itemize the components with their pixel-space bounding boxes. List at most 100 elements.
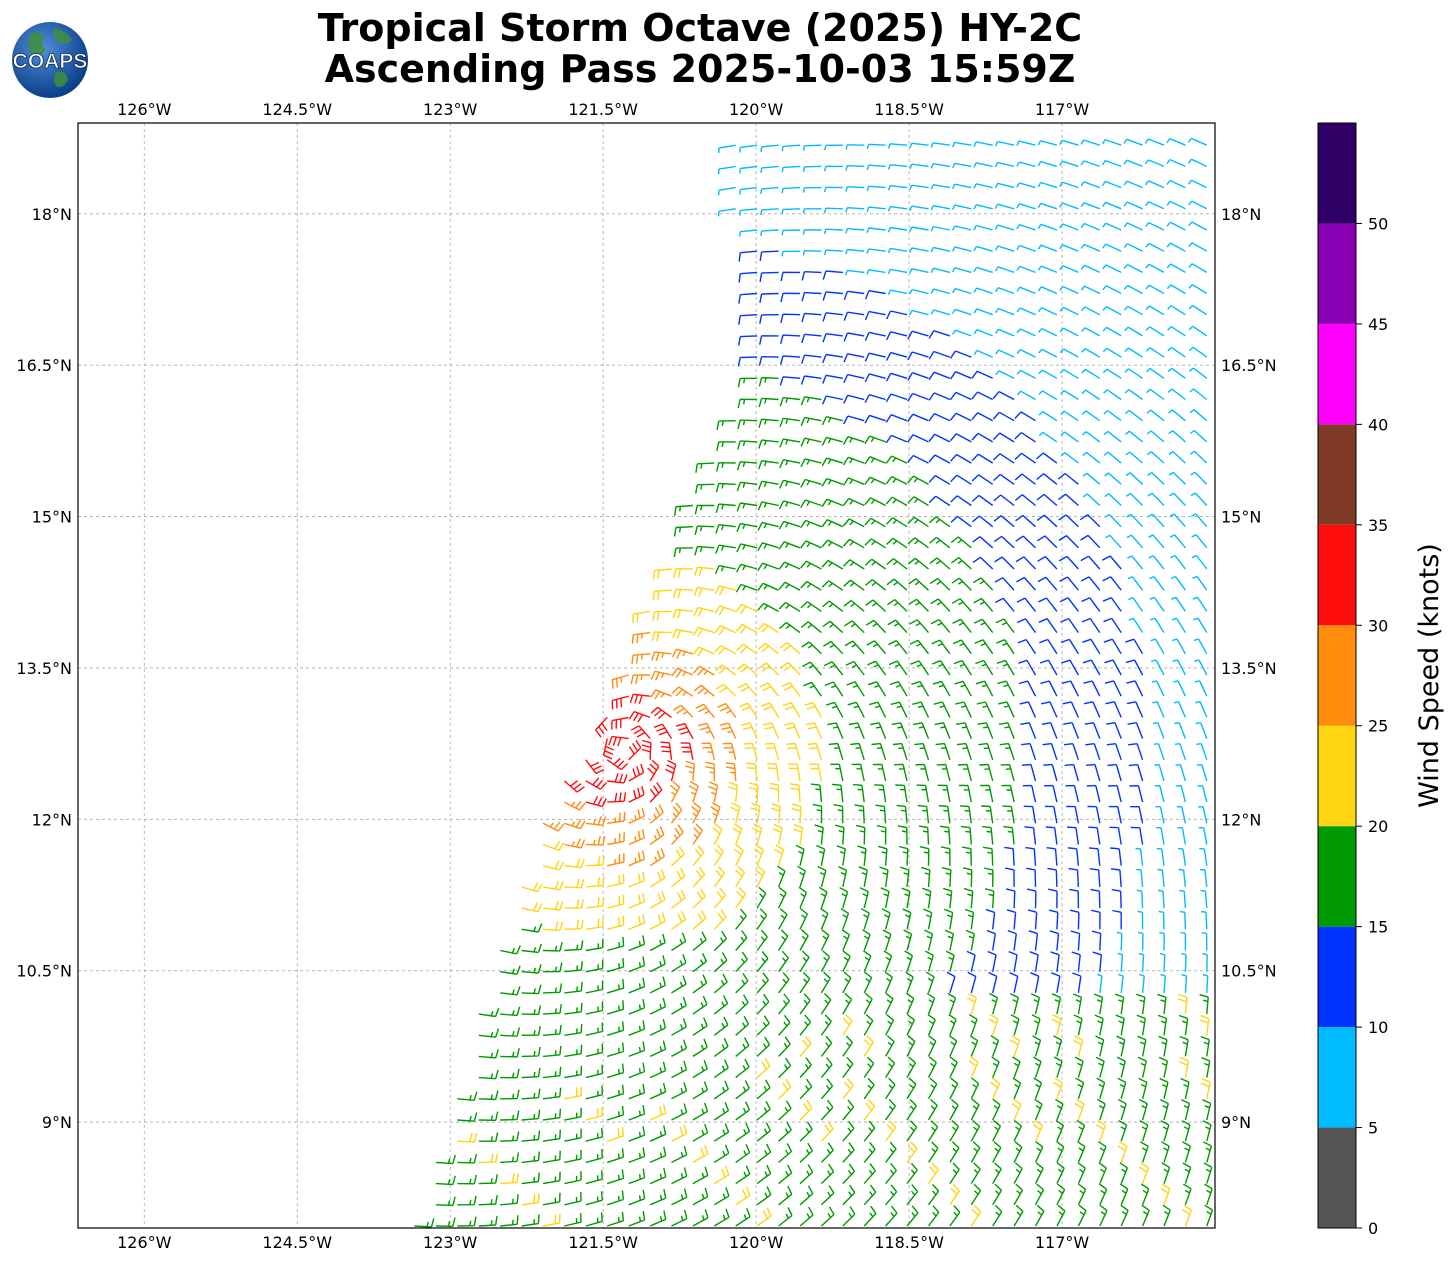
wind-barb bbox=[1015, 556, 1037, 570]
wind-barb bbox=[1159, 931, 1165, 951]
colorbar-segment bbox=[1318, 625, 1356, 726]
wind-barb bbox=[1063, 743, 1080, 761]
wind-barb bbox=[1004, 846, 1015, 866]
wind-barb bbox=[799, 1164, 814, 1185]
wind-barb bbox=[1056, 1162, 1065, 1184]
wind-barb bbox=[606, 1211, 625, 1227]
wind-barb bbox=[821, 477, 844, 487]
wind-barb bbox=[863, 1035, 874, 1057]
wind-barb bbox=[864, 579, 887, 591]
wind-barb bbox=[821, 416, 843, 426]
wind-barb bbox=[1045, 826, 1058, 845]
wind-barb bbox=[1189, 429, 1208, 443]
wind-barb bbox=[888, 639, 908, 655]
wind-barb bbox=[930, 288, 951, 295]
wind-barb bbox=[1175, 764, 1187, 782]
wind-barb bbox=[1014, 432, 1036, 443]
wind-barb bbox=[607, 853, 625, 867]
wind-barb bbox=[1137, 910, 1144, 930]
wind-barb bbox=[1056, 1204, 1066, 1227]
wind-barb bbox=[478, 1090, 499, 1101]
wind-barb bbox=[1010, 1014, 1020, 1036]
lon-label-bottom: 117°W bbox=[1035, 1233, 1090, 1252]
wind-barb bbox=[793, 823, 804, 845]
wind-barb bbox=[1036, 514, 1058, 528]
wind-barb bbox=[738, 250, 758, 262]
wind-barb bbox=[564, 1023, 583, 1036]
wind-barb bbox=[750, 802, 761, 824]
wind-barb bbox=[842, 518, 865, 528]
wind-barb bbox=[695, 703, 715, 718]
wind-barb bbox=[1167, 326, 1186, 337]
wind-barb bbox=[1157, 993, 1167, 1015]
wind-barb bbox=[585, 980, 604, 994]
wind-barb bbox=[778, 541, 801, 550]
wind-barb bbox=[708, 781, 719, 803]
wind-barb bbox=[1176, 806, 1187, 824]
wind-barb bbox=[1015, 535, 1036, 549]
wind-barb bbox=[891, 722, 908, 739]
wind-barb bbox=[651, 631, 672, 642]
wind-barb bbox=[735, 563, 758, 573]
wind-barb bbox=[1074, 1098, 1085, 1121]
wind-barb bbox=[500, 1110, 520, 1121]
wind-barb bbox=[907, 434, 929, 443]
wind-barb bbox=[971, 494, 994, 507]
wind-barb bbox=[993, 494, 1015, 507]
wind-barb bbox=[900, 866, 910, 887]
wind-barb bbox=[564, 1107, 582, 1121]
wind-barb bbox=[990, 1035, 1000, 1057]
wind-barb bbox=[992, 1098, 1001, 1121]
wind-barb bbox=[951, 204, 972, 210]
wind-barb bbox=[1059, 369, 1079, 379]
wind-barb bbox=[585, 1106, 603, 1121]
wind-barb bbox=[756, 1015, 770, 1036]
wind-barb bbox=[909, 184, 929, 191]
wind-barb bbox=[1032, 1056, 1042, 1078]
wind-barb bbox=[820, 1142, 834, 1163]
wind-barb bbox=[756, 993, 770, 1015]
wind-barb bbox=[1102, 285, 1122, 295]
wind-barb bbox=[760, 186, 779, 195]
wind-barb bbox=[607, 873, 625, 888]
wind-barb bbox=[1061, 659, 1080, 676]
wind-barb bbox=[864, 517, 886, 528]
wind-barb bbox=[758, 418, 779, 429]
wind-barb bbox=[649, 1061, 667, 1079]
wind-barb bbox=[800, 580, 822, 591]
wind-barb bbox=[1197, 785, 1208, 803]
wind-barb bbox=[672, 588, 693, 599]
wind-barb bbox=[1059, 202, 1079, 210]
wind-barb bbox=[585, 1212, 603, 1227]
wind-barb bbox=[914, 742, 930, 761]
lat-label-left: 18°N bbox=[32, 205, 72, 224]
wind-barb bbox=[628, 1147, 646, 1164]
wind-barb bbox=[628, 977, 646, 994]
lon-label-top: 124.5°W bbox=[262, 100, 332, 119]
wind-barb bbox=[671, 1209, 688, 1227]
wind-barb bbox=[649, 847, 666, 867]
wind-barb bbox=[671, 1167, 688, 1185]
wind-barb bbox=[1092, 951, 1102, 972]
wind-barb bbox=[906, 1056, 917, 1078]
wind-barb bbox=[716, 462, 736, 472]
wind-barb bbox=[564, 961, 583, 973]
wind-barb bbox=[521, 1193, 540, 1206]
wind-barb bbox=[713, 1102, 730, 1121]
wind-barb bbox=[864, 352, 886, 362]
wind-barb bbox=[1080, 306, 1101, 316]
wind-barb bbox=[1145, 326, 1165, 337]
wind-barb bbox=[1016, 576, 1037, 591]
wind-barb bbox=[1082, 659, 1101, 676]
wind-barb bbox=[1181, 973, 1188, 993]
wind-barb bbox=[867, 660, 887, 676]
wind-barb bbox=[1066, 805, 1080, 824]
wind-barb bbox=[1017, 638, 1037, 655]
wind-barb bbox=[1101, 555, 1122, 570]
wind-barb bbox=[949, 1141, 960, 1163]
wind-barb bbox=[758, 397, 779, 408]
wind-barb bbox=[1083, 701, 1101, 718]
wind-barb bbox=[885, 414, 908, 423]
wind-barb bbox=[1039, 638, 1058, 655]
